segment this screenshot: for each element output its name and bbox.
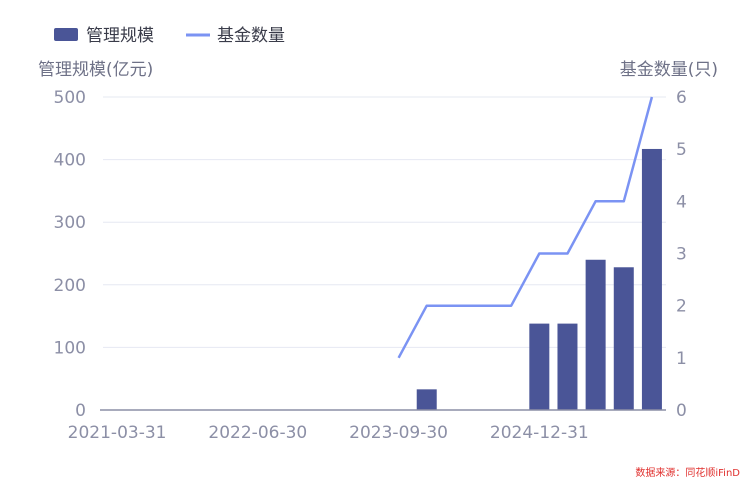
y-left-tick-label: 100 bbox=[54, 338, 86, 358]
bar-series bbox=[416, 148, 662, 410]
x-tick-label: 2023-09-30 bbox=[349, 423, 448, 443]
y-right-tick-label: 2 bbox=[676, 297, 687, 317]
y-left-tick-label: 400 bbox=[54, 151, 86, 171]
y-right-tick-labels: 0 1 2 3 4 5 6 bbox=[676, 88, 687, 421]
legend-item-line[interactable]: 基金数量 bbox=[186, 26, 285, 46]
bar bbox=[529, 323, 550, 410]
y-right-tick-label: 5 bbox=[676, 140, 687, 160]
y-left-tick-label: 300 bbox=[54, 213, 86, 233]
bar bbox=[416, 389, 437, 410]
x-tick-labels: 2021-03-31 2022-06-30 2023-09-30 2024-12-31 bbox=[68, 423, 589, 443]
y-left-tick-label: 500 bbox=[54, 88, 86, 108]
y-left-tick-label: 200 bbox=[54, 276, 86, 296]
line-path bbox=[397, 96, 654, 359]
bar bbox=[585, 259, 606, 410]
y-left-tick-label: 0 bbox=[75, 401, 86, 421]
x-tick-label: 2021-03-31 bbox=[68, 423, 167, 443]
x-tick-label: 2024-12-31 bbox=[490, 423, 589, 443]
y-right-tick-label: 1 bbox=[676, 349, 687, 369]
y-right-tick-label: 4 bbox=[676, 192, 687, 212]
gridlines bbox=[103, 96, 666, 348]
y-left-axis-title: 管理规模(亿元) bbox=[38, 60, 153, 80]
bar bbox=[557, 323, 578, 410]
legend[interactable]: 管理规模 基金数量 bbox=[54, 26, 285, 46]
y-right-tick-label: 3 bbox=[676, 245, 687, 265]
y-left-tick-labels: 0 100 200 300 400 500 bbox=[54, 88, 86, 421]
data-source-note: 数据来源：同花顺iFinD bbox=[635, 466, 740, 479]
y-right-tick-label: 0 bbox=[676, 401, 687, 421]
y-right-tick-label: 6 bbox=[676, 88, 687, 108]
y-right-axis-title: 基金数量(只) bbox=[620, 60, 718, 80]
legend-bar-label: 管理规模 bbox=[86, 26, 154, 46]
bar bbox=[641, 148, 662, 410]
legend-bar-swatch bbox=[54, 28, 78, 41]
x-tick-label: 2022-06-30 bbox=[208, 423, 307, 443]
bar bbox=[613, 267, 634, 410]
line-series bbox=[397, 96, 654, 359]
legend-item-bar[interactable]: 管理规模 bbox=[54, 26, 154, 46]
legend-line-label: 基金数量 bbox=[217, 26, 285, 46]
